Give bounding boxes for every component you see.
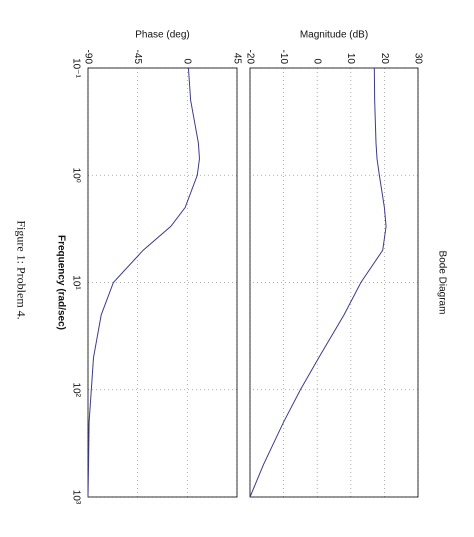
y-tick-label: 0 (312, 58, 323, 64)
y-tick-label: -90 (82, 50, 93, 65)
y-tick-label: -45 (132, 50, 143, 65)
y-tick-label: 30 (412, 53, 423, 65)
y-axis-label: Magnitude (dB) (300, 30, 368, 41)
rotated-figure: -20 -10 0 10 20 30 Magnitude (dB) Bode Diagram -… (14, 30, 447, 505)
axes-frame (249, 67, 419, 498)
x-tick-label: 10⁻¹ (70, 58, 81, 78)
y-tick-label: 10 (345, 53, 356, 65)
y-tick-label: 0 (182, 58, 193, 64)
y-tick-label: -20 (244, 50, 255, 65)
figure-caption: Figure 1: Problem 4. (14, 220, 28, 319)
x-tick-label: 10² (70, 383, 81, 398)
y-axis-label: Phase (deg) (135, 30, 189, 41)
data-line (249, 67, 387, 498)
x-tick-label: 10¹ (70, 275, 81, 290)
data-line (87, 67, 200, 498)
y-tick-label: 20 (379, 53, 390, 65)
x-axis-label: Frequency (rad/sec) (55, 235, 66, 330)
x-tick-label: 10³ (70, 490, 81, 505)
y-tick-label: -10 (278, 50, 289, 65)
axes-frame (87, 67, 238, 498)
x-tick-label: 10⁰ (70, 168, 81, 183)
y-tick-label: 45 (231, 53, 242, 65)
chart-title: Bode Diagram (436, 251, 447, 315)
